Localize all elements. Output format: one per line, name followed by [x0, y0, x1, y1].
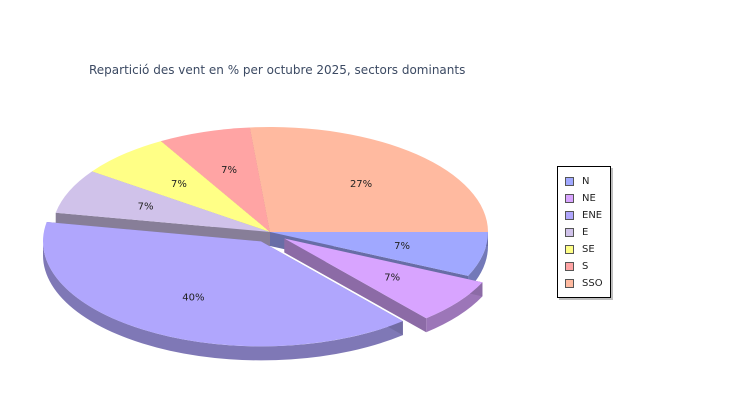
slice-wall-ne	[284, 238, 427, 333]
data-label-bg	[385, 270, 400, 283]
slice-side-n	[468, 232, 488, 290]
legend-swatch	[565, 176, 574, 186]
data-label-ene: 40%	[182, 293, 204, 304]
legend-label: E	[582, 226, 589, 238]
legend-swatch	[565, 261, 574, 271]
slice-s	[161, 127, 270, 232]
data-label-bg	[221, 162, 237, 175]
legend-item-n: N	[565, 175, 589, 187]
slice-ne	[284, 238, 483, 319]
data-label-bg	[350, 176, 372, 189]
legend-label: NE	[582, 192, 596, 204]
legend-item-s: S	[565, 260, 588, 272]
slice-n	[270, 232, 488, 276]
data-label-bg	[171, 176, 187, 189]
data-label-bg	[138, 199, 153, 212]
slice-ene	[43, 222, 403, 347]
legend-item-se: SE	[565, 243, 595, 255]
data-label-ne: 7%	[384, 273, 400, 284]
legend-item-ne: NE	[565, 192, 596, 204]
legend-item-sso: SSO	[565, 277, 603, 289]
slice-side-ene	[43, 241, 403, 361]
legend-label: SE	[582, 243, 595, 255]
chart-title: Repartició des vent en % per octubre 202…	[89, 63, 466, 77]
data-label-e: 7%	[138, 202, 154, 213]
legend-item-ene: ENE	[565, 209, 602, 221]
data-label-sso: 27%	[350, 179, 372, 190]
legend-label: N	[582, 175, 590, 187]
slice-side-ne	[426, 282, 483, 333]
legend-swatch	[565, 278, 574, 288]
data-label-bg	[183, 290, 204, 303]
legend-swatch	[565, 193, 574, 203]
data-label-s: 7%	[221, 165, 237, 176]
legend-label: S	[582, 260, 589, 272]
data-label-n: 7%	[394, 241, 410, 252]
slice-e	[55, 171, 270, 232]
legend-swatch	[565, 210, 574, 220]
legend-label: SSO	[582, 277, 603, 289]
data-label-se: 7%	[171, 179, 187, 190]
legend-swatch	[565, 227, 574, 237]
legend-label: ENE	[582, 209, 603, 221]
legend: N NE ENE E SE S SSO	[557, 166, 611, 298]
legend-swatch	[565, 244, 574, 254]
data-label-bg	[394, 238, 410, 251]
legend-item-e: E	[565, 226, 588, 238]
